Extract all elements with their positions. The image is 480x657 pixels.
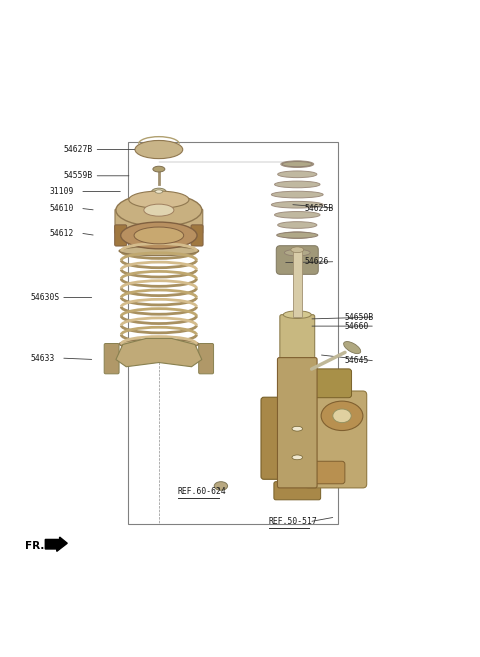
Text: 54633: 54633	[30, 353, 54, 363]
Ellipse shape	[281, 161, 314, 168]
Ellipse shape	[135, 141, 183, 158]
FancyBboxPatch shape	[293, 461, 345, 484]
Ellipse shape	[214, 482, 228, 490]
Ellipse shape	[275, 212, 320, 218]
FancyBboxPatch shape	[104, 344, 119, 374]
Ellipse shape	[134, 227, 184, 244]
Ellipse shape	[120, 222, 197, 249]
Ellipse shape	[271, 191, 323, 198]
Text: 54627B: 54627B	[63, 145, 93, 154]
FancyBboxPatch shape	[261, 397, 334, 480]
Ellipse shape	[283, 311, 311, 319]
FancyBboxPatch shape	[276, 246, 318, 275]
Ellipse shape	[284, 250, 310, 256]
Text: 54610: 54610	[49, 204, 73, 213]
Text: 54612: 54612	[49, 229, 73, 238]
Text: 54645: 54645	[344, 357, 369, 365]
Ellipse shape	[144, 204, 174, 216]
Bar	[128, 143, 338, 524]
Text: FR.: FR.	[25, 541, 45, 551]
Text: 54650B: 54650B	[344, 313, 373, 321]
Text: 54625B: 54625B	[304, 204, 334, 213]
Bar	[293, 250, 301, 317]
Text: 54559B: 54559B	[63, 171, 93, 180]
FancyBboxPatch shape	[115, 209, 203, 233]
FancyBboxPatch shape	[305, 391, 367, 488]
Ellipse shape	[277, 171, 317, 177]
Ellipse shape	[153, 166, 165, 172]
Ellipse shape	[129, 191, 189, 208]
Polygon shape	[116, 338, 202, 367]
Ellipse shape	[291, 247, 304, 253]
Text: REF.60-624: REF.60-624	[178, 487, 227, 496]
Text: 54630S: 54630S	[30, 293, 59, 302]
FancyBboxPatch shape	[115, 225, 127, 246]
FancyBboxPatch shape	[274, 482, 321, 500]
Ellipse shape	[292, 455, 302, 460]
Ellipse shape	[152, 188, 166, 195]
Ellipse shape	[276, 232, 318, 238]
Ellipse shape	[277, 221, 317, 229]
Text: 31109: 31109	[49, 187, 73, 196]
Text: 54660: 54660	[344, 322, 369, 330]
Ellipse shape	[275, 181, 320, 188]
Ellipse shape	[116, 194, 202, 227]
FancyBboxPatch shape	[199, 344, 214, 374]
Ellipse shape	[155, 190, 163, 193]
FancyBboxPatch shape	[277, 357, 317, 488]
Ellipse shape	[344, 342, 360, 353]
Text: REF.50-517: REF.50-517	[269, 517, 317, 526]
FancyBboxPatch shape	[280, 315, 315, 361]
Ellipse shape	[119, 246, 199, 256]
Ellipse shape	[292, 426, 302, 431]
Ellipse shape	[271, 202, 323, 208]
Ellipse shape	[333, 409, 351, 422]
Ellipse shape	[281, 232, 314, 238]
Text: 54626: 54626	[304, 257, 329, 266]
FancyBboxPatch shape	[191, 225, 203, 246]
Polygon shape	[45, 537, 67, 551]
Ellipse shape	[119, 340, 199, 349]
FancyBboxPatch shape	[300, 369, 351, 397]
Ellipse shape	[321, 401, 363, 430]
Ellipse shape	[282, 162, 312, 167]
